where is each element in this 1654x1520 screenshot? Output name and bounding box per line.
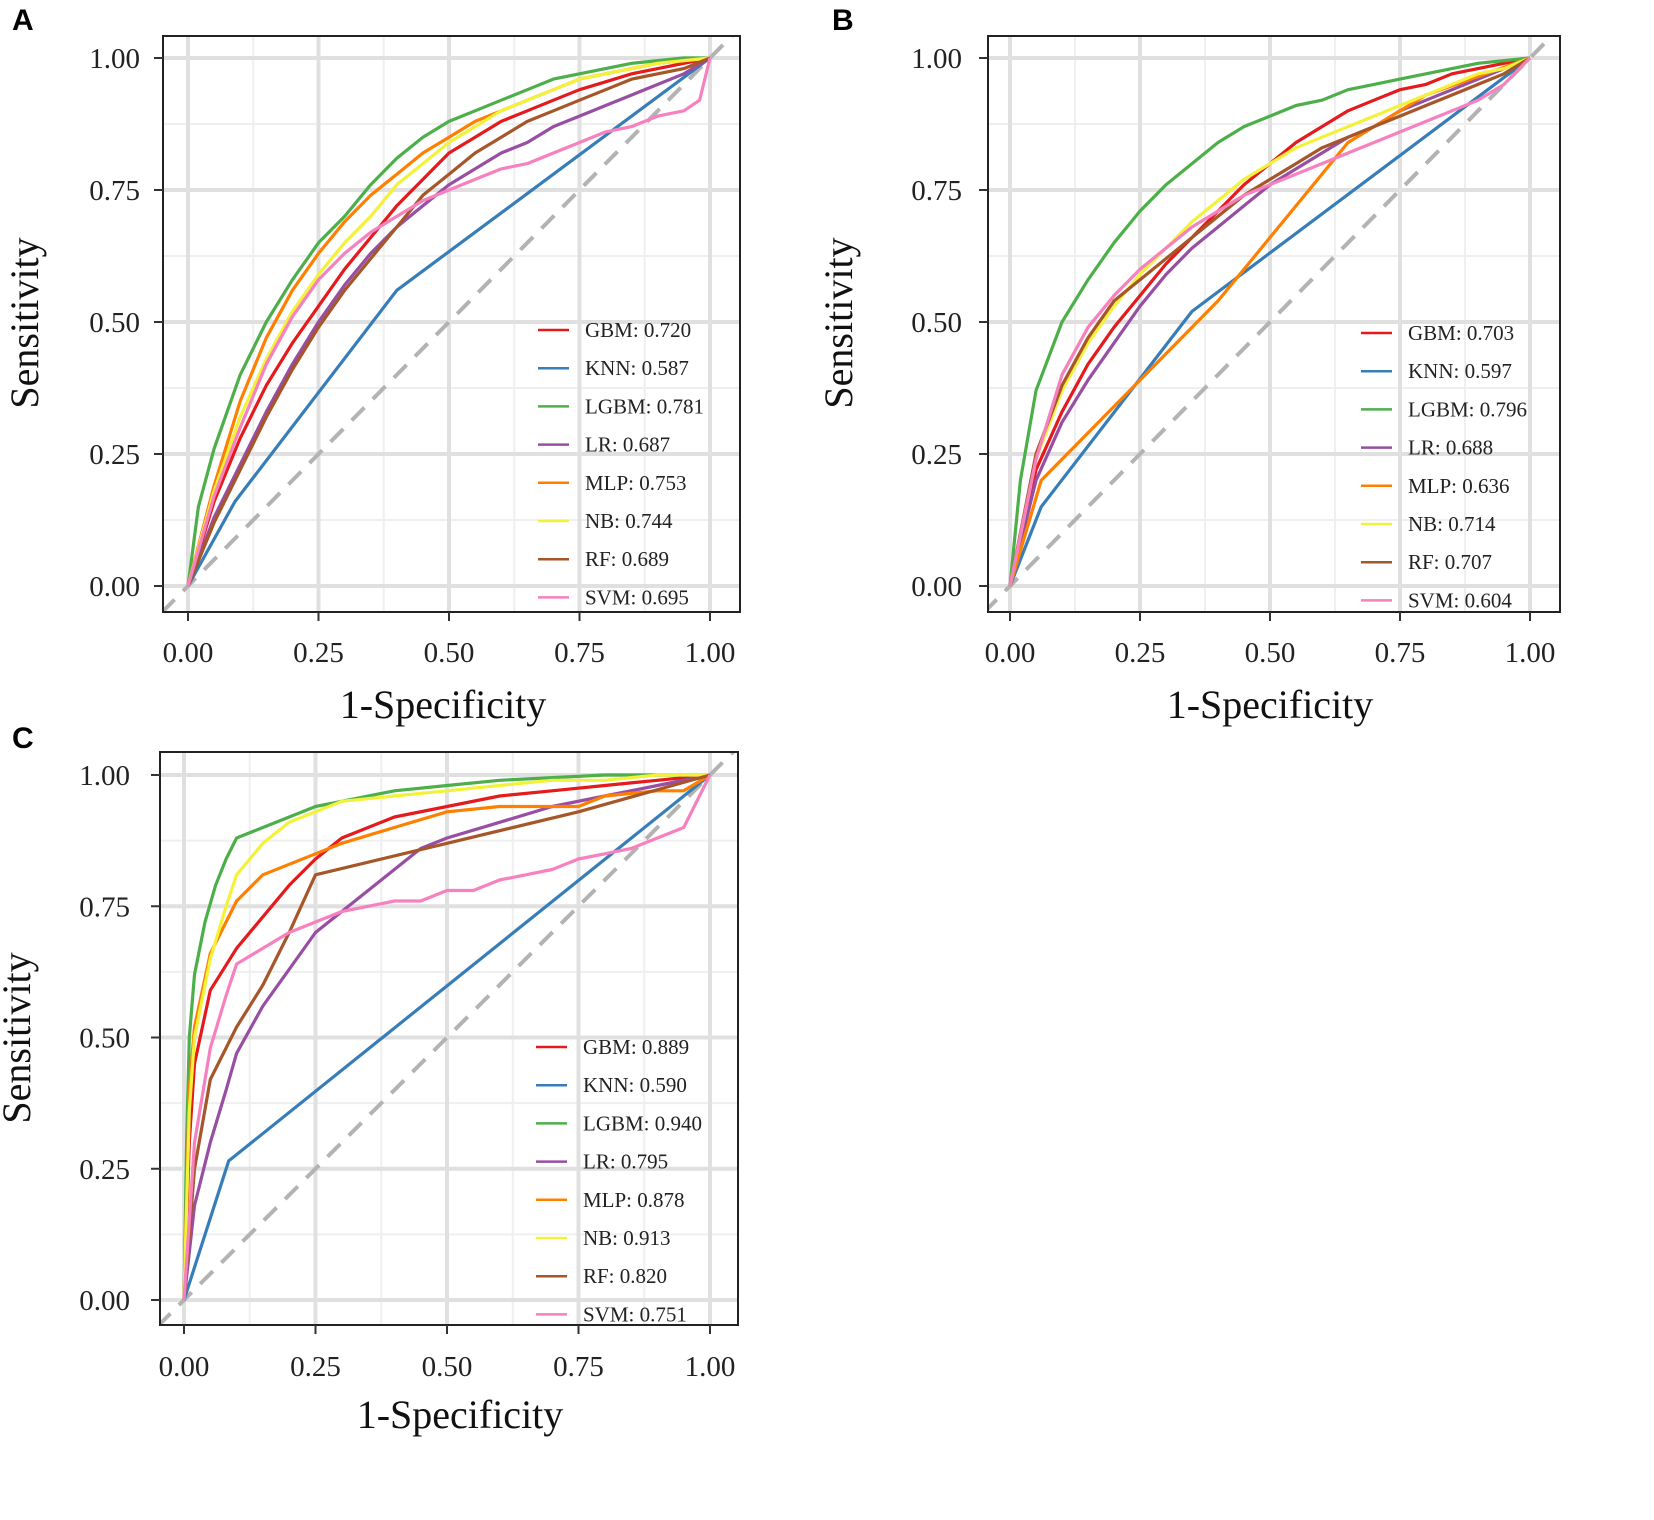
x-tick-label: 1.00 xyxy=(1505,637,1556,669)
roc-curve-knn xyxy=(186,56,711,587)
roc-curve-svm xyxy=(186,57,712,587)
legend: GBM: 0.889 KNN: 0.590 LGBM: 0.940 LR: 0.795… xyxy=(536,1035,702,1326)
roc-curve-svm xyxy=(182,774,712,1301)
roc-curve-lr xyxy=(186,56,711,587)
roc-panel-a: A 0.00 0.00 0.25 0.25 0.50 0.50 0.75 0.75 1.00 1.0… xyxy=(2,4,741,727)
y-tick-label: 1.00 xyxy=(911,43,962,75)
y-tick-label: 0.75 xyxy=(89,175,140,207)
legend-label-svm: SVM: 0.751 xyxy=(583,1302,687,1326)
diagonal-reference-line xyxy=(163,36,735,612)
y-tick-label: 0.00 xyxy=(89,571,140,603)
roc-curve-lr xyxy=(182,773,711,1301)
roc-curve-lgbm xyxy=(1008,56,1531,587)
legend-label-nb: NB: 0.714 xyxy=(1408,512,1496,536)
legend-label-mlp: MLP: 0.636 xyxy=(1408,474,1510,498)
x-axis-title: 1-Specificity xyxy=(357,1392,564,1437)
legend-label-lgbm: LGBM: 0.781 xyxy=(585,394,704,418)
x-tick-label: 0.50 xyxy=(422,1351,473,1383)
grid xyxy=(988,36,1560,612)
y-tick-label: 0.50 xyxy=(911,307,962,339)
legend-label-lr: LR: 0.687 xyxy=(585,433,670,457)
panel-letter: A xyxy=(12,4,34,37)
x-tick-label: 0.50 xyxy=(1245,637,1296,669)
y-tick-label: 0.75 xyxy=(79,891,130,923)
y-tick-label: 1.00 xyxy=(79,760,130,792)
legend-label-lr: LR: 0.688 xyxy=(1408,436,1493,460)
legend-label-lgbm: LGBM: 0.796 xyxy=(1408,397,1527,421)
roc-curve-rf xyxy=(1008,56,1531,587)
roc-curve-knn xyxy=(1008,56,1531,587)
y-tick-label: 0.50 xyxy=(89,307,140,339)
x-tick-label: 0.25 xyxy=(290,1351,341,1383)
legend-label-nb: NB: 0.913 xyxy=(583,1226,671,1250)
roc-curve-rf xyxy=(186,56,711,587)
panel-letter: B xyxy=(832,4,854,37)
roc-curve-rf xyxy=(182,773,711,1301)
y-axis-title: Sensitivity xyxy=(816,237,861,408)
x-tick-label: 0.00 xyxy=(159,1351,210,1383)
legend-label-lr: LR: 0.795 xyxy=(583,1150,668,1174)
legend: GBM: 0.703 KNN: 0.597 LGBM: 0.796 LR: 0.688… xyxy=(1361,321,1527,612)
roc-panel-c: C 0.00 0.00 0.25 0.25 0.50 0.50 0.75 0.75 1.00 1.0… xyxy=(0,722,739,1437)
legend-label-mlp: MLP: 0.878 xyxy=(583,1188,685,1212)
roc-curves xyxy=(182,773,712,1301)
roc-curves xyxy=(186,56,712,587)
roc-curve-lgbm xyxy=(186,56,710,587)
legend-label-rf: RF: 0.820 xyxy=(583,1264,667,1288)
y-tick-label: 0.25 xyxy=(89,439,140,471)
x-tick-label: 0.00 xyxy=(163,637,214,669)
plot-frame xyxy=(987,35,1561,613)
y-axis-title: Sensitivity xyxy=(0,952,39,1123)
y-axis-title: Sensitivity xyxy=(2,237,47,408)
roc-curves xyxy=(1008,56,1532,587)
panel-letter: C xyxy=(12,722,34,755)
x-axis-title: 1-Specificity xyxy=(1167,682,1374,727)
x-tick-label: 0.50 xyxy=(424,637,475,669)
x-tick-label: 0.25 xyxy=(293,637,344,669)
roc-curve-lgbm xyxy=(182,773,710,1301)
legend-label-rf: RF: 0.689 xyxy=(585,547,669,571)
x-tick-label: 1.00 xyxy=(685,637,736,669)
legend-label-mlp: MLP: 0.753 xyxy=(585,471,687,495)
x-tick-label: 0.75 xyxy=(553,1351,604,1383)
x-tick-label: 0.25 xyxy=(1115,637,1166,669)
roc-panel-b: B 0.00 0.00 0.25 0.25 0.50 0.50 0.75 0.75 1.00 1.0… xyxy=(816,4,1561,727)
roc-curve-svm xyxy=(1008,56,1532,587)
y-tick-label: 0.25 xyxy=(79,1154,130,1186)
legend-label-gbm: GBM: 0.720 xyxy=(585,318,691,342)
legend-label-knn: KNN: 0.587 xyxy=(585,356,689,380)
legend-label-gbm: GBM: 0.703 xyxy=(1408,321,1514,345)
roc-curve-nb xyxy=(186,56,711,587)
y-tick-label: 0.00 xyxy=(911,571,962,603)
x-tick-label: 0.00 xyxy=(985,637,1036,669)
legend-label-knn: KNN: 0.597 xyxy=(1408,359,1512,383)
legend-label-svm: SVM: 0.695 xyxy=(585,585,689,609)
roc-curve-gbm xyxy=(182,773,711,1301)
legend-label-rf: RF: 0.707 xyxy=(1408,550,1492,574)
y-tick-label: 0.25 xyxy=(911,439,962,471)
roc-curve-gbm xyxy=(186,56,711,587)
grid xyxy=(160,752,738,1325)
y-tick-label: 1.00 xyxy=(89,43,140,75)
x-tick-label: 1.00 xyxy=(685,1351,736,1383)
diagonal-reference-line xyxy=(160,752,736,1325)
x-tick-label: 0.75 xyxy=(554,637,605,669)
legend-label-nb: NB: 0.744 xyxy=(585,509,673,533)
roc-curve-nb xyxy=(182,773,710,1301)
diagonal-reference-line xyxy=(988,36,1555,612)
plot-frame xyxy=(162,35,741,613)
roc-curve-nb xyxy=(1008,56,1531,587)
legend: GBM: 0.720 KNN: 0.587 LGBM: 0.781 LR: 0.687… xyxy=(538,318,704,609)
legend-label-svm: SVM: 0.604 xyxy=(1408,588,1512,612)
x-tick-label: 0.75 xyxy=(1375,637,1426,669)
x-axis-title: 1-Specificity xyxy=(340,682,547,727)
legend-label-lgbm: LGBM: 0.940 xyxy=(583,1111,702,1135)
roc-curve-knn xyxy=(182,773,712,1301)
legend-label-knn: KNN: 0.590 xyxy=(583,1073,687,1097)
y-tick-label: 0.75 xyxy=(911,175,962,207)
y-tick-label: 0.00 xyxy=(79,1285,130,1317)
legend-label-gbm: GBM: 0.889 xyxy=(583,1035,689,1059)
y-tick-label: 0.50 xyxy=(79,1023,130,1055)
